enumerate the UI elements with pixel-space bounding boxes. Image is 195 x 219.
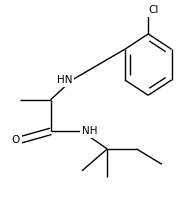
Text: Cl: Cl bbox=[148, 5, 159, 15]
Text: HN: HN bbox=[57, 75, 72, 85]
Text: NH: NH bbox=[82, 126, 97, 136]
Text: O: O bbox=[11, 135, 20, 145]
